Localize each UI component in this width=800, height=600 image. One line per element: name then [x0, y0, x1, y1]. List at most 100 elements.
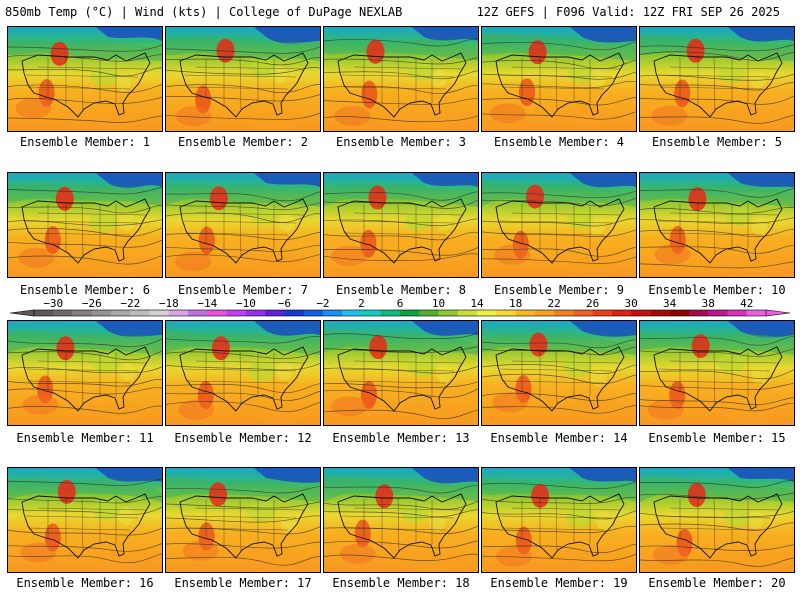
temperature-colorbar — [9, 309, 791, 317]
ensemble-member-caption: Ensemble Member: 3 — [335, 135, 467, 149]
colorbar-tick-label: −30 — [43, 297, 64, 310]
colorbar-tick-label: 30 — [624, 297, 638, 310]
colorbar-bin — [631, 310, 651, 316]
colorbar-tick-label: −26 — [81, 297, 102, 310]
ensemble-member-caption: Ensemble Member: 18 — [332, 576, 470, 590]
ensemble-map-panel — [481, 26, 637, 132]
colorbar-bin — [303, 310, 324, 316]
ensemble-member-caption: Ensemble Member: 6 — [19, 283, 151, 297]
colorbar-bin — [496, 310, 516, 316]
colorbar-bin — [746, 310, 767, 316]
colorbar-bin — [322, 310, 343, 316]
ensemble-map-panel — [639, 320, 795, 426]
ensemble-member-caption: Ensemble Member: 10 — [648, 283, 786, 297]
colorbar-tick-label: 42 — [740, 297, 754, 310]
ensemble-map-panel — [481, 172, 637, 278]
colorbar-tick-label: −10 — [235, 297, 256, 310]
colorbar-bin — [611, 310, 632, 316]
ensemble-map-panel — [323, 172, 479, 278]
colorbar-bin — [149, 310, 170, 316]
ensemble-member-caption: Ensemble Member: 1 — [19, 135, 151, 149]
colorbar-frame — [33, 309, 767, 317]
colorbar-bin — [477, 310, 497, 316]
colorbar-bin — [130, 310, 150, 316]
ensemble-map-panel — [639, 467, 795, 573]
ensemble-map-panel — [7, 320, 163, 426]
colorbar-bin — [188, 310, 208, 316]
ensemble-map-panel — [7, 172, 163, 278]
colorbar-tick-label: 22 — [547, 297, 561, 310]
colorbar-bin — [34, 310, 54, 316]
colorbar-bin — [438, 310, 459, 316]
colorbar-bin — [573, 310, 593, 316]
ensemble-map-panel — [7, 467, 163, 573]
ensemble-map-panel — [7, 26, 163, 132]
colorbar-max-arrow — [765, 309, 791, 317]
ensemble-map-panel — [323, 467, 479, 573]
colorbar-bin — [91, 310, 112, 316]
colorbar-tick-label: 26 — [586, 297, 600, 310]
ensemble-map-panel — [481, 467, 637, 573]
ensemble-member-caption: Ensemble Member: 8 — [335, 283, 467, 297]
colorbar-bin — [515, 310, 536, 316]
colorbar-tick-label: 18 — [508, 297, 523, 310]
colorbar-tick-label: 14 — [470, 297, 484, 310]
colorbar-bin — [650, 310, 670, 316]
ensemble-member-caption: Ensemble Member: 4 — [493, 135, 625, 149]
colorbar-bin — [207, 310, 227, 316]
ensemble-member-caption: Ensemble Member: 2 — [177, 135, 309, 149]
header-title: 850mb Temp (°C) | Wind (kts) | College o… — [5, 5, 403, 19]
colorbar-bin — [419, 310, 439, 316]
colorbar-bin — [380, 310, 401, 316]
ensemble-member-caption: Ensemble Member: 11 — [16, 431, 154, 445]
colorbar-bin — [400, 310, 420, 316]
colorbar-bin — [727, 310, 748, 316]
colorbar-bin — [168, 310, 189, 316]
colorbar-tick-label: 10 — [431, 297, 446, 310]
ensemble-member-caption: Ensemble Member: 15 — [648, 431, 786, 445]
colorbar-min-arrow — [9, 309, 35, 317]
ensemble-member-caption: Ensemble Member: 5 — [651, 135, 783, 149]
colorbar-bin — [688, 310, 709, 316]
colorbar-bin — [361, 310, 382, 316]
colorbar-tick-label: −6 — [277, 297, 292, 310]
colorbar-tick-label: −22 — [120, 297, 141, 310]
colorbar-bin — [265, 310, 285, 316]
ensemble-member-caption: Ensemble Member: 9 — [493, 283, 625, 297]
colorbar-bin — [708, 310, 728, 316]
ensemble-map-panel — [165, 26, 321, 132]
ensemble-member-caption: Ensemble Member: 14 — [490, 431, 628, 445]
colorbar-tick-label: −14 — [197, 297, 218, 310]
ensemble-member-caption: Ensemble Member: 19 — [490, 576, 628, 590]
colorbar-bin — [342, 310, 362, 316]
colorbar-tick-label: 6 — [396, 297, 404, 310]
ensemble-member-caption: Ensemble Member: 7 — [177, 283, 309, 297]
colorbar-bin — [592, 310, 613, 316]
colorbar-bin — [226, 310, 247, 316]
ensemble-map-panel — [323, 320, 479, 426]
ensemble-map-panel — [481, 320, 637, 426]
ensemble-member-caption: Ensemble Member: 12 — [174, 431, 312, 445]
ensemble-map-panel — [323, 26, 479, 132]
colorbar-bin — [72, 310, 93, 316]
colorbar-bin — [554, 310, 574, 316]
header-run-info: 12Z GEFS | F096 Valid: 12Z FRI SEP 26 20… — [476, 5, 780, 19]
colorbar-bin — [53, 310, 73, 316]
ensemble-member-caption: Ensemble Member: 17 — [174, 576, 312, 590]
colorbar-tick-label: 34 — [663, 297, 677, 310]
ensemble-member-caption: Ensemble Member: 16 — [16, 576, 154, 590]
ensemble-map-panel — [639, 172, 795, 278]
ensemble-map-panel — [165, 467, 321, 573]
ensemble-map-panel — [639, 26, 795, 132]
colorbar-bin — [534, 310, 555, 316]
colorbar-tick-label: −2 — [316, 297, 330, 310]
colorbar-tick-label: 38 — [701, 297, 715, 310]
colorbar-tick-label: 2 — [358, 297, 365, 310]
colorbar-bin — [669, 310, 690, 316]
ensemble-map-panel — [165, 172, 321, 278]
colorbar-bin — [284, 310, 304, 316]
colorbar-tick-label: −18 — [158, 297, 179, 310]
ensemble-map-panel — [165, 320, 321, 426]
colorbar-bin — [245, 310, 266, 316]
ensemble-member-caption: Ensemble Member: 20 — [648, 576, 786, 590]
